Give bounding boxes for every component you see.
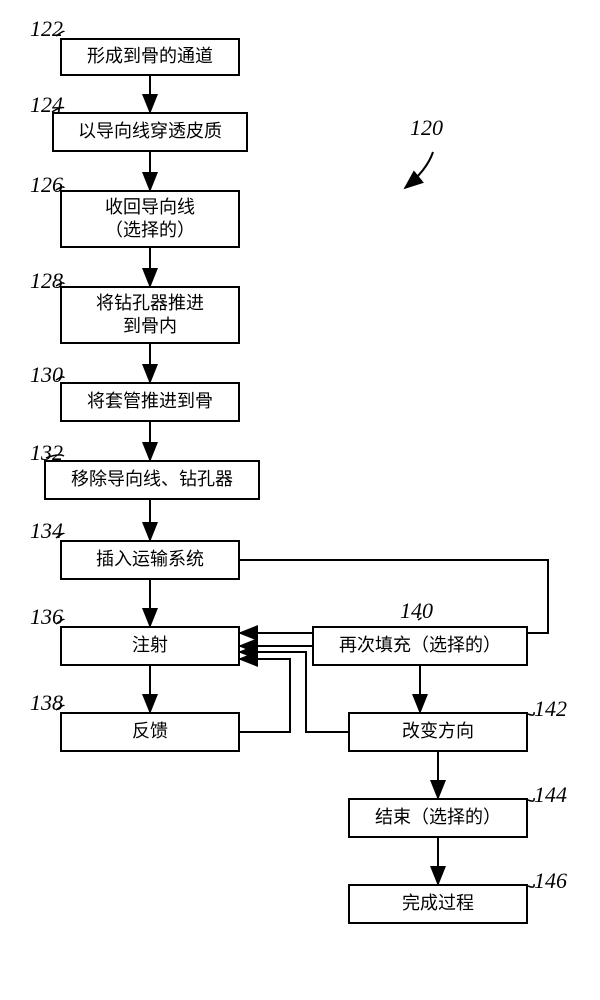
ref-label-124: 124 [30,92,63,118]
ref-label-140: 140 [400,598,433,624]
flowchart-container: 形成到骨的通道以导向线穿透皮质收回导向线（选择的） 将钻孔器推进到骨内将套管推进到… [0,0,600,1000]
ref-label-128: 128 [30,268,63,294]
flowchart-node-n122: 形成到骨的通道 [60,38,240,76]
ref-label-138: 138 [30,690,63,716]
ref-label-136: 136 [30,604,63,630]
flowchart-node-n146: 完成过程 [348,884,528,924]
ref-label-142: 142 [534,696,567,722]
figure-ref-label: 120 [410,115,443,141]
ref-label-146: 146 [534,868,567,894]
flowchart-node-n138: 反馈 [60,712,240,752]
ref-label-126: 126 [30,172,63,198]
flowchart-node-n132: 移除导向线、钻孔器 [44,460,260,500]
flowchart-node-n140: 再次填充（选择的） [312,626,528,666]
ref-label-122: 122 [30,16,63,42]
ref-label-132: 132 [30,440,63,466]
flowchart-node-n144: 结束（选择的） [348,798,528,838]
flowchart-node-n130: 将套管推进到骨 [60,382,240,422]
flowchart-node-n124: 以导向线穿透皮质 [52,112,248,152]
ref-label-144: 144 [534,782,567,808]
ref-label-130: 130 [30,362,63,388]
flowchart-node-n128: 将钻孔器推进到骨内 [60,286,240,344]
ref-label-134: 134 [30,518,63,544]
flowchart-node-n136: 注射 [60,626,240,666]
flowchart-node-n134: 插入运输系统 [60,540,240,580]
flowchart-node-n142: 改变方向 [348,712,528,752]
flowchart-node-n126: 收回导向线（选择的） [60,190,240,248]
